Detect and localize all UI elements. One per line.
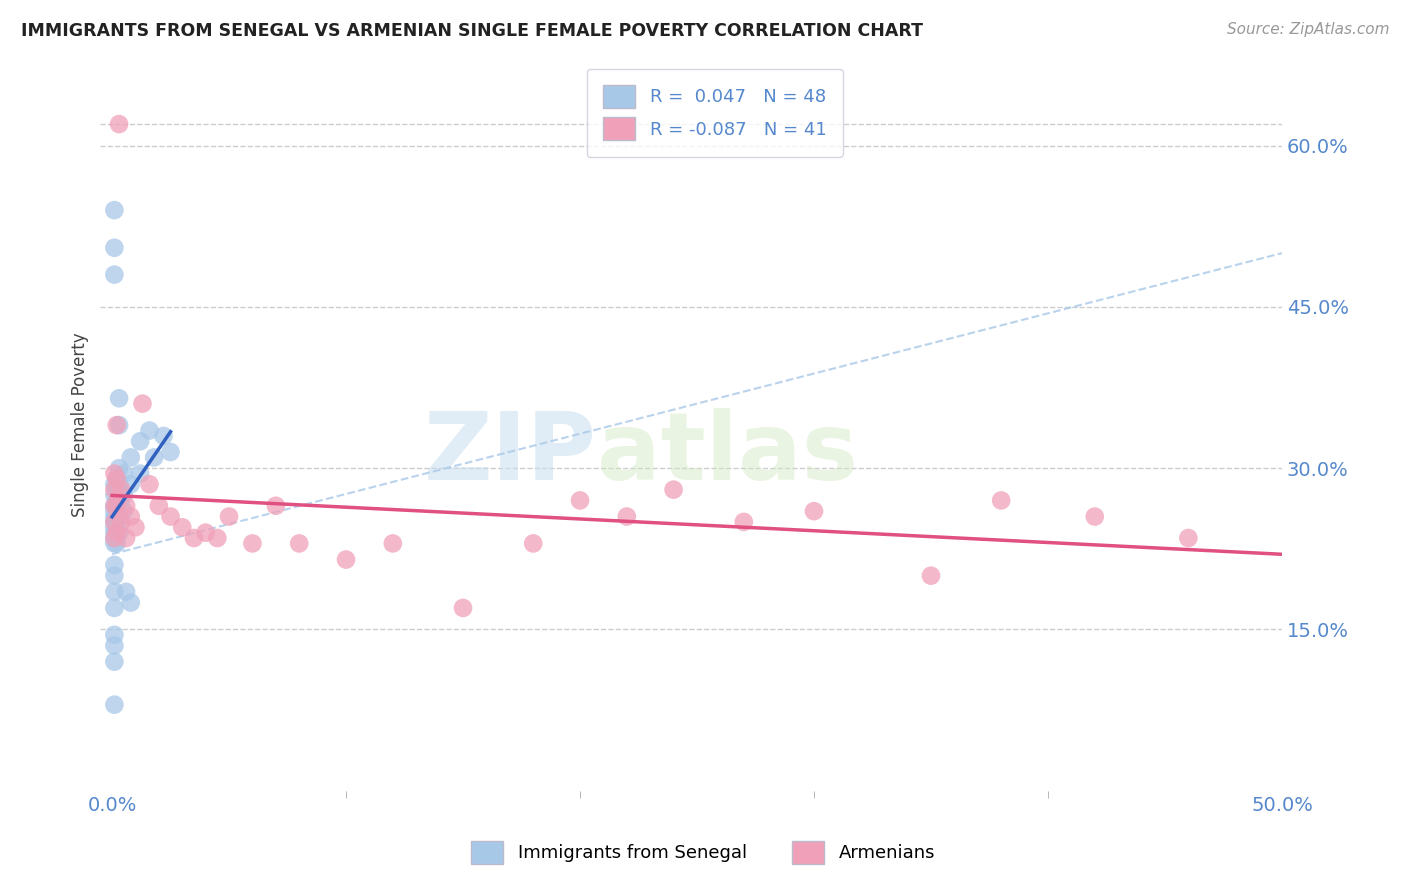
Point — [108, 117, 131, 131]
Point — [152, 429, 174, 443]
Point — [120, 477, 142, 491]
Point — [335, 552, 357, 566]
Point — [103, 241, 125, 255]
Point — [108, 509, 131, 524]
Y-axis label: Single Female Poverty: Single Female Poverty — [72, 333, 89, 517]
Point — [108, 493, 131, 508]
Point — [218, 509, 240, 524]
Text: ZIP: ZIP — [423, 409, 596, 500]
Point — [103, 698, 125, 712]
Point — [115, 499, 138, 513]
Point — [124, 520, 146, 534]
Point — [120, 509, 142, 524]
Point — [105, 515, 128, 529]
Point — [105, 472, 128, 486]
Point — [207, 531, 229, 545]
Point — [159, 445, 181, 459]
Point — [264, 499, 287, 513]
Point — [138, 424, 160, 438]
Point — [120, 596, 142, 610]
Point — [105, 418, 128, 433]
Point — [103, 531, 125, 545]
Point — [105, 536, 128, 550]
Point — [103, 483, 125, 497]
Point — [103, 268, 125, 282]
Point — [662, 483, 685, 497]
Point — [103, 558, 125, 572]
Point — [990, 493, 1012, 508]
Point — [733, 515, 755, 529]
Point — [103, 584, 125, 599]
Point — [105, 525, 128, 540]
Point — [103, 203, 125, 218]
Point — [108, 525, 131, 540]
Point — [115, 531, 138, 545]
Point — [129, 467, 152, 481]
Point — [120, 450, 142, 465]
Point — [194, 525, 217, 540]
Point — [242, 536, 264, 550]
Point — [1084, 509, 1107, 524]
Point — [103, 536, 125, 550]
Point — [115, 584, 138, 599]
Point — [103, 499, 125, 513]
Point — [112, 488, 135, 502]
Point — [138, 477, 160, 491]
Point — [522, 536, 544, 550]
Point — [103, 655, 125, 669]
Text: atlas: atlas — [596, 409, 858, 500]
Text: IMMIGRANTS FROM SENEGAL VS ARMENIAN SINGLE FEMALE POVERTY CORRELATION CHART: IMMIGRANTS FROM SENEGAL VS ARMENIAN SING… — [21, 22, 924, 40]
Point — [108, 391, 131, 405]
Point — [920, 568, 942, 582]
Legend: Immigrants from Senegal, Armenians: Immigrants from Senegal, Armenians — [456, 826, 950, 879]
Point — [105, 483, 128, 497]
Point — [103, 488, 125, 502]
Point — [112, 504, 135, 518]
Point — [105, 472, 128, 486]
Point — [112, 467, 135, 481]
Point — [148, 499, 170, 513]
Point — [103, 477, 125, 491]
Point — [129, 434, 152, 449]
Point — [803, 504, 825, 518]
Point — [103, 525, 125, 540]
Point — [108, 461, 131, 475]
Point — [103, 639, 125, 653]
Point — [103, 628, 125, 642]
Point — [103, 601, 125, 615]
Point — [288, 536, 311, 550]
Point — [103, 568, 125, 582]
Point — [103, 515, 125, 529]
Point — [159, 509, 181, 524]
Point — [108, 477, 131, 491]
Point — [131, 397, 153, 411]
Point — [103, 467, 125, 481]
Point — [172, 520, 194, 534]
Point — [569, 493, 592, 508]
Point — [103, 515, 125, 529]
Point — [105, 499, 128, 513]
Point — [103, 499, 125, 513]
Point — [381, 536, 404, 550]
Point — [103, 531, 125, 545]
Point — [1177, 531, 1199, 545]
Point — [105, 504, 128, 518]
Point — [105, 525, 128, 540]
Point — [451, 601, 474, 615]
Point — [110, 515, 132, 529]
Point — [103, 520, 125, 534]
Text: Source: ZipAtlas.com: Source: ZipAtlas.com — [1226, 22, 1389, 37]
Point — [110, 483, 132, 497]
Legend: R =  0.047   N = 48, R = -0.087   N = 41: R = 0.047 N = 48, R = -0.087 N = 41 — [586, 69, 842, 157]
Point — [103, 504, 125, 518]
Point — [616, 509, 638, 524]
Point — [103, 509, 125, 524]
Point — [105, 493, 128, 508]
Point — [183, 531, 205, 545]
Point — [143, 450, 166, 465]
Point — [108, 418, 131, 433]
